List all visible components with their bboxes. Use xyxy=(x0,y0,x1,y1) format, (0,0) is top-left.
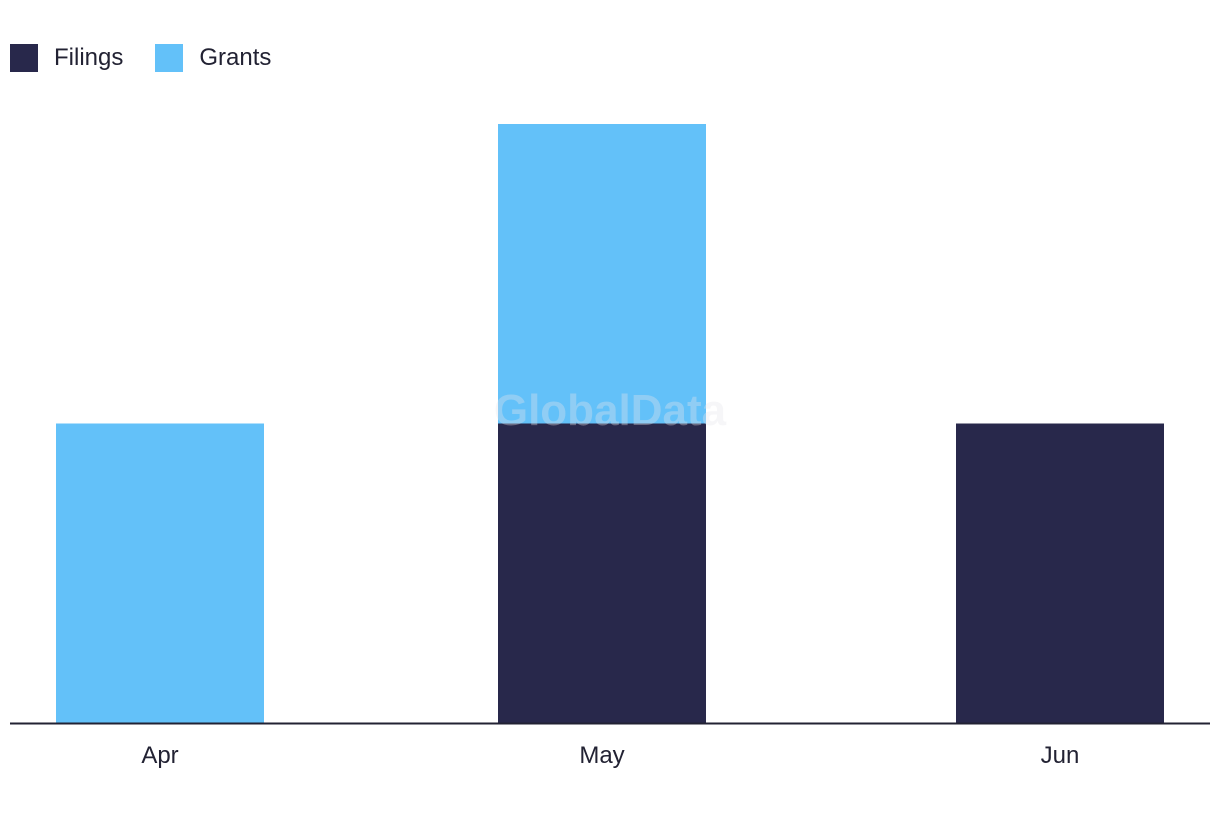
x-tick-label-apr: Apr xyxy=(141,742,178,769)
bar-filings-may xyxy=(498,423,706,723)
x-tick-label-may: May xyxy=(579,742,624,769)
legend-swatch-grants xyxy=(155,44,184,72)
watermark: GlobalData xyxy=(494,386,727,435)
legend-label-grants: Grants xyxy=(199,44,272,71)
x-tick-label-jun: Jun xyxy=(1041,742,1080,769)
bars-layer xyxy=(56,124,1164,723)
legend-item-grants: Grants xyxy=(155,44,271,72)
legend-label-filings: Filings xyxy=(54,44,124,71)
legend-item-filings: Filings xyxy=(10,44,123,72)
legend-swatch-filings xyxy=(10,44,38,72)
bar-filings-jun xyxy=(956,423,1164,723)
x-axis-ticks: Apr May Jun xyxy=(141,742,1079,769)
legend: Filings Grants xyxy=(10,42,303,74)
bar-grants-apr xyxy=(56,423,264,723)
bar-grants-may xyxy=(498,124,706,424)
